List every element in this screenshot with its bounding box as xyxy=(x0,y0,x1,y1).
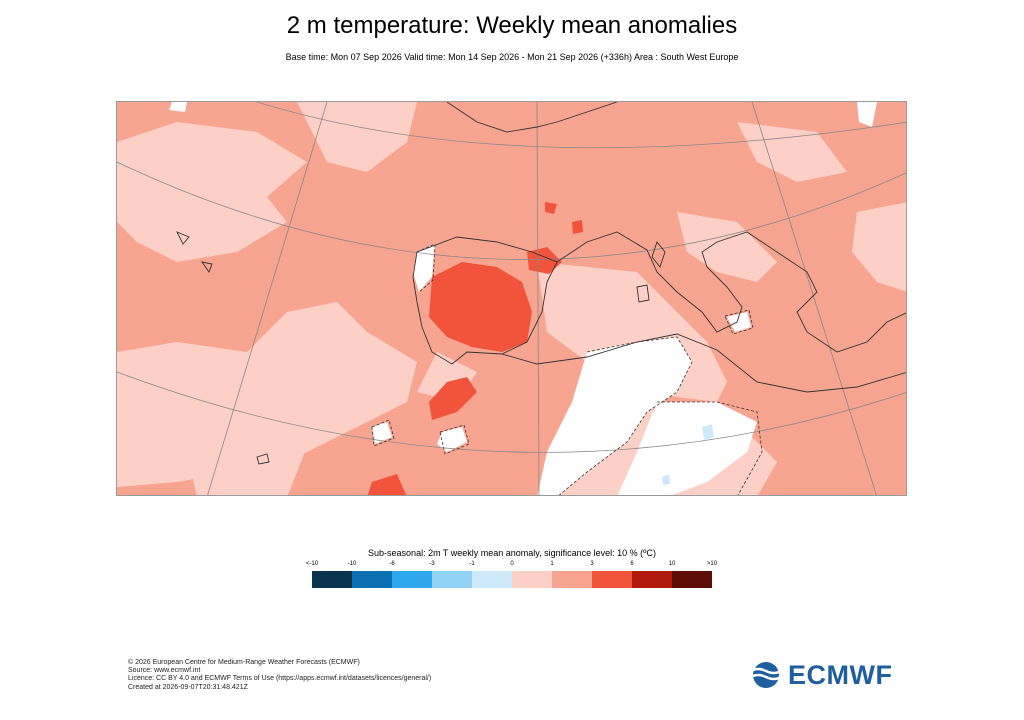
chart-subtitle: Base time: Mon 07 Sep 2026 Valid time: M… xyxy=(285,52,739,62)
chart-title: 2 m temperature: Weekly mean anomalies xyxy=(286,12,738,39)
legend-tick-label: 10 xyxy=(668,561,676,567)
legend-swatch xyxy=(352,571,392,588)
neutral-anomaly-regions xyxy=(169,102,877,495)
legend-swatch xyxy=(512,571,552,588)
graticule xyxy=(117,102,906,495)
footer-credits: © 2026 European Centre for Medium-Range … xyxy=(128,659,431,692)
strong-anomaly-regions xyxy=(367,202,583,495)
ecmwf-logo: ECMWF xyxy=(748,660,892,690)
legend-tick-label: -6 xyxy=(389,561,395,567)
legend-tick-label: -1 xyxy=(469,561,475,567)
legend-swatch xyxy=(592,571,632,588)
legend-tick-label: 1 xyxy=(550,561,554,567)
legend-swatch xyxy=(392,571,432,588)
legend-title: Sub-seasonal: 2m T weekly mean anomaly, … xyxy=(368,548,656,558)
footer-licence: Licence: CC BY 4.0 and ECMWF Terms of Us… xyxy=(128,675,432,683)
legend-swatch xyxy=(672,571,712,588)
legend-swatch xyxy=(632,571,672,588)
footer-created: Created at 2026-09-07T20:31:48.421Z xyxy=(128,683,248,691)
legend-tick-label: -10 xyxy=(347,561,357,567)
legend-tick-label: 0 xyxy=(510,561,514,567)
footer-source: Source: www.ecmwf.int xyxy=(128,667,201,675)
legend-tick-label: >10 xyxy=(706,561,718,567)
coastlines xyxy=(176,102,906,465)
legend-tick-label: 3 xyxy=(590,561,594,567)
legend-swatch xyxy=(312,571,352,588)
legend-ticks: <-10 -10 -6 -3 -1 0 1 3 6 10 >10 xyxy=(306,561,717,571)
negative-anomaly-regions xyxy=(662,424,714,485)
significance-contours xyxy=(371,243,763,495)
footer-copyright: © 2026 European Centre for Medium-Range … xyxy=(128,659,360,666)
legend-swatch xyxy=(472,571,512,588)
legend-swatch xyxy=(552,571,592,588)
ecmwf-wave-icon xyxy=(750,662,782,688)
legend-swatch xyxy=(432,571,472,588)
ecmwf-logo-text: ECMWF xyxy=(788,659,893,690)
legend-tick-label: -3 xyxy=(429,561,435,567)
legend-colorbar xyxy=(312,571,712,588)
legend-tick-label: 6 xyxy=(630,561,634,567)
legend-tick-label: <-10 xyxy=(305,561,319,567)
anomaly-map[interactable] xyxy=(116,101,907,496)
